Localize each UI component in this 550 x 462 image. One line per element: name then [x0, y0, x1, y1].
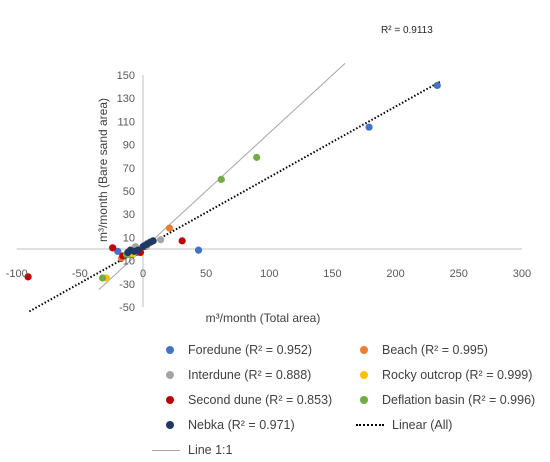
data-point-series-4	[109, 244, 116, 251]
trendline-r2-annotation: R² = 0.9113	[381, 25, 433, 36]
legend-label: Linear (All)	[392, 418, 452, 432]
y-tick-label: -10	[119, 256, 135, 268]
legend-label: Interdune (R² = 0.888)	[188, 368, 311, 382]
y-tick-label: 30	[123, 209, 135, 221]
legend-item-s6: Nebka (R² = 0.971)	[162, 415, 295, 435]
y-tick-label: 150	[117, 70, 135, 82]
legend-label: Nebka (R² = 0.971)	[188, 418, 295, 432]
x-tick-label: 150	[323, 268, 341, 280]
data-point-series-6	[150, 237, 157, 244]
fit-lines	[29, 63, 439, 311]
legend-item-s2: Interdune (R² = 0.888)	[162, 365, 311, 385]
legend-label: Beach (R² = 0.995)	[382, 343, 488, 357]
scatter-chart: -100 -50 0 50 100 150 200 250 300 -50 -30 -10 10 30 50…	[0, 0, 550, 340]
chart-legend: Foredune (R² = 0.952) Beach (R² = 0.995) I…	[0, 336, 550, 462]
legend-item-trend: Linear (All)	[356, 415, 452, 435]
data-point-series-0	[434, 82, 441, 89]
legend-line-swatch	[152, 450, 180, 451]
legend-marker	[360, 396, 368, 404]
legend-line-swatch	[356, 424, 384, 426]
y-tick-label: 110	[117, 116, 135, 128]
legend-marker	[166, 396, 174, 404]
data-point-series-0	[195, 247, 202, 254]
data-point-series-5	[253, 154, 260, 161]
data-point-series-6	[131, 248, 138, 255]
x-tick-label: -100	[6, 268, 28, 280]
x-tick-label: 250	[450, 268, 468, 280]
legend-label: Deflation basin (R² = 0.996)	[382, 393, 535, 407]
x-tick-label: 0	[140, 268, 146, 280]
legend-label: Second dune (R² = 0.853)	[188, 393, 332, 407]
y-tick-label: 70	[123, 163, 135, 175]
legend-marker	[360, 371, 368, 379]
data-point-series-1	[166, 225, 173, 232]
legend-label: Foredune (R² = 0.952)	[188, 343, 312, 357]
data-points	[24, 82, 440, 282]
legend-item-s1: Beach (R² = 0.995)	[356, 340, 488, 360]
x-tick-label: 100	[260, 268, 278, 280]
legend-label: Rocky outcrop (R² = 0.999)	[382, 368, 532, 382]
legend-item-ref: Line 1:1	[152, 440, 232, 460]
data-point-series-5	[218, 176, 225, 183]
data-point-series-4	[179, 237, 186, 244]
legend-item-s3: Rocky outcrop (R² = 0.999)	[356, 365, 532, 385]
data-point-series-5	[99, 274, 106, 281]
y-tick-label: -30	[119, 279, 135, 291]
x-axis-title: m³/month (Total area)	[206, 311, 321, 325]
legend-marker	[166, 421, 174, 429]
legend-item-s5: Deflation basin (R² = 0.996)	[356, 390, 535, 410]
data-point-series-0	[365, 124, 372, 131]
legend-marker	[166, 371, 174, 379]
legend-marker	[360, 346, 368, 354]
linear-trendline	[29, 82, 439, 312]
x-tick-label: 50	[200, 268, 212, 280]
data-point-series-2	[157, 236, 164, 243]
tick-labels: -100 -50 0 50 100 150 200 250 300 -50 -30 -10 10 30 50…	[6, 70, 531, 314]
y-tick-label: -50	[119, 302, 135, 314]
y-axis-title: m³/month (Bare sand area)	[96, 98, 110, 242]
x-tick-label: -50	[72, 268, 88, 280]
legend-label: Line 1:1	[188, 443, 232, 457]
legend-marker	[166, 346, 174, 354]
y-tick-label: 50	[123, 186, 135, 198]
x-tick-label: 300	[513, 268, 531, 280]
y-tick-label: 130	[117, 93, 135, 105]
y-tick-label: 10	[123, 232, 135, 244]
x-tick-label: 200	[386, 268, 404, 280]
legend-item-s0: Foredune (R² = 0.952)	[162, 340, 312, 360]
legend-item-s4: Second dune (R² = 0.853)	[162, 390, 332, 410]
y-tick-label: 90	[123, 140, 135, 152]
